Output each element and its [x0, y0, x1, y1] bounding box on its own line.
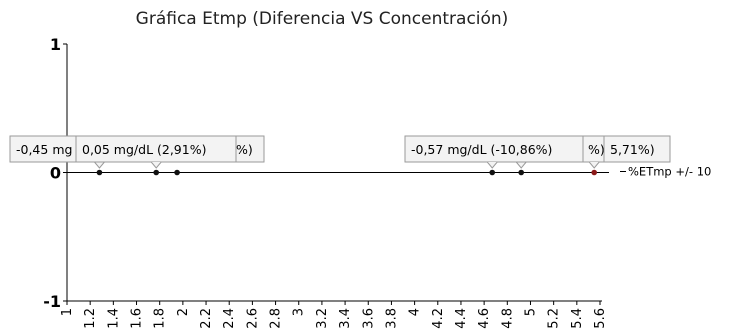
- x-tick-label: 2.8: [269, 308, 284, 329]
- legend-label: %ETmp +/- 10: [628, 165, 711, 179]
- x-tick-label: 2: [176, 308, 191, 316]
- legend: %ETmp +/- 10: [620, 165, 711, 179]
- tooltip-text: %): [588, 142, 605, 157]
- data-points: [96, 169, 598, 176]
- x-tick-label: 4: [408, 308, 423, 316]
- data-point[interactable]: [591, 169, 598, 176]
- data-point[interactable]: [96, 169, 103, 176]
- tooltip-text: %): [236, 142, 253, 157]
- tooltip-text: 0,05 mg/dL (2,91%): [82, 142, 206, 157]
- tooltip-pointer: [150, 161, 162, 169]
- x-tick-label: 5.4: [570, 308, 585, 329]
- data-point[interactable]: [153, 169, 160, 176]
- x-tick-label: 1.4: [106, 308, 121, 329]
- tooltip-pointer: [486, 161, 498, 169]
- y-tick-label: 1: [50, 35, 61, 54]
- tooltip-text: -0,45 mg: [16, 142, 72, 157]
- x-tick-label: 1.6: [130, 308, 145, 329]
- x-tick-label: 2.6: [245, 308, 260, 329]
- x-tick-label: 1.8: [153, 308, 168, 329]
- x-tick-label: 5: [523, 308, 538, 316]
- x-tick-label: 3.6: [361, 308, 376, 329]
- tooltip-box: [603, 135, 671, 163]
- tooltip-pointer: [588, 161, 600, 169]
- tooltip: -0,57 mg/dL (-10,86%): [404, 135, 584, 169]
- tooltip-box: [404, 135, 584, 163]
- x-tick-label: 3.2: [315, 308, 330, 329]
- tooltip: 0,05 mg/dL (2,91%): [75, 135, 237, 169]
- data-point[interactable]: [518, 169, 525, 176]
- x-tick-label: 2.2: [199, 308, 214, 329]
- chart-title: Gráfica Etmp (Diferencia VS Concentració…: [136, 9, 509, 29]
- x-tick-label: 5.6: [593, 308, 608, 329]
- x-tick-label: 4.4: [454, 308, 469, 329]
- x-tick-label: 1.2: [83, 308, 98, 329]
- y-tick-label: -1: [43, 292, 61, 311]
- tooltips: -0,45 mg %) 0,05 mg/dL (2,91%)%) 5,71%) -0,5…: [9, 135, 671, 169]
- x-tick-label: 4.6: [477, 308, 492, 329]
- tooltip-text: 5,71%): [610, 142, 655, 157]
- x-tick-label: 2.4: [222, 308, 237, 329]
- data-point[interactable]: [489, 169, 496, 176]
- data-point[interactable]: [174, 169, 180, 176]
- tooltip-box: [75, 135, 237, 163]
- x-tick-label: 5.2: [547, 308, 562, 329]
- tooltip-text: -0,57 mg/dL (-10,86%): [411, 142, 552, 157]
- tooltip: %): [515, 135, 607, 169]
- tooltip-pointer: [94, 161, 105, 169]
- tooltip: 5,71%): [588, 135, 671, 169]
- x-tick-label: 3.4: [338, 308, 353, 329]
- axes: 10-11 1.2 1.4 1.6 1.8 2 2.2 2.4 2.6 2.8 3 3.2 3.4 3.6…: [43, 35, 609, 329]
- x-tick-label: 3: [292, 308, 307, 316]
- y-tick-label: 0: [50, 164, 61, 183]
- x-tick-label: 4.8: [500, 308, 515, 329]
- x-tick-label: 4.2: [431, 308, 446, 329]
- x-tick-label: 1: [60, 308, 75, 316]
- tooltip-pointer: [515, 161, 527, 169]
- x-tick-label: 3.8: [384, 308, 399, 329]
